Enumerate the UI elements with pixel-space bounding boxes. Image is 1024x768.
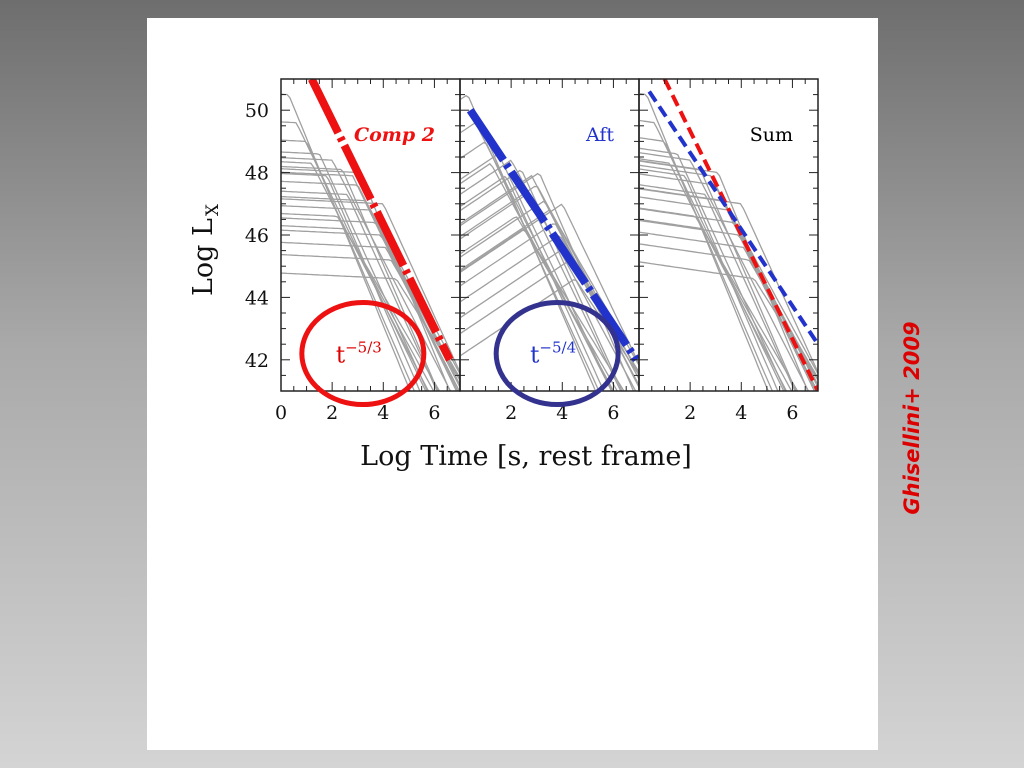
gray-curve — [639, 188, 818, 373]
x-tick-label: 6 — [428, 402, 440, 424]
gray-curve — [281, 161, 430, 391]
x-tick-label: 6 — [607, 402, 619, 424]
fit-line — [662, 79, 818, 391]
y-axis-label: Log L X — [188, 203, 223, 296]
gray-curve — [639, 218, 793, 391]
slope-exponent: −5/4 — [539, 339, 576, 357]
panel-1-curves — [281, 79, 460, 391]
slide-panel: 0 2 4 6 42 44 46 48 50 Comp 2 t−5/3 2 4 6 Aft t−5/4 2 4 6 S… — [147, 18, 878, 750]
slope-exponent: −5/3 — [345, 339, 382, 357]
x-axis-label: Log Time [s, rest frame] — [360, 441, 692, 472]
gray-curve — [460, 154, 613, 391]
gray-curve — [639, 147, 787, 391]
gray-curve — [460, 203, 639, 365]
x-tick-label: 2 — [326, 402, 338, 424]
gray-curve — [639, 92, 769, 391]
gray-curve — [639, 160, 809, 391]
gray-curve — [281, 93, 411, 391]
x-tick-label: 2 — [684, 402, 696, 424]
gray-curve — [460, 169, 623, 391]
fit-line — [466, 107, 639, 363]
y-axis-label-sub: X — [203, 203, 223, 216]
gray-curve — [639, 207, 799, 391]
x-tick-label: 6 — [786, 402, 798, 424]
fit-line — [308, 79, 454, 362]
y-tick-label: 46 — [245, 225, 269, 247]
y-tick-label: 48 — [245, 163, 269, 185]
y-tick-label: 50 — [245, 100, 269, 122]
y-axis-label-main: Log L — [188, 218, 219, 296]
y-tick-label: 44 — [245, 287, 269, 309]
gray-curve — [281, 139, 416, 391]
gray-curve — [281, 171, 458, 391]
panel-3-curves — [639, 79, 818, 391]
gray-curve — [281, 212, 441, 391]
gray-curve — [639, 158, 788, 391]
gray-curve — [460, 94, 597, 391]
panel-2: 2 4 6 Aft t−5/4 — [459, 78, 640, 424]
panel-label: Sum — [750, 124, 793, 146]
gray-curve — [281, 224, 435, 391]
gray-curve — [639, 261, 818, 381]
x-tick-label: 2 — [505, 402, 517, 424]
panel-label: Aft — [585, 124, 614, 146]
slope-base: t — [336, 343, 346, 369]
gray-curve — [639, 196, 817, 391]
y-tick-label: 42 — [245, 350, 269, 372]
x-tick-label: 4 — [735, 402, 747, 424]
gray-curve — [460, 141, 600, 391]
gray-curve — [639, 187, 818, 375]
x-tick-label: 4 — [556, 402, 568, 424]
gray-curve — [639, 219, 818, 381]
panel-label: Comp 2 — [354, 124, 435, 146]
credit-text: Ghisellini+ 2009 — [900, 321, 924, 515]
gray-curve — [281, 151, 429, 391]
fit-line — [647, 90, 818, 346]
slope-annotation: t−5/4 — [530, 339, 576, 369]
highlight-circle — [299, 300, 427, 408]
gray-curve — [639, 137, 774, 391]
slope-annotation: t−5/3 — [336, 339, 382, 369]
x-tick-label: 0 — [275, 402, 287, 424]
x-tick-label: 4 — [377, 402, 389, 424]
gray-curve — [639, 151, 810, 391]
slope-base: t — [530, 343, 540, 369]
panel-2-curves — [460, 94, 639, 391]
gray-curve — [639, 164, 816, 391]
gray-curve — [639, 168, 779, 391]
gray-curve — [460, 172, 635, 391]
highlight-circle — [493, 300, 621, 408]
panel-3: 2 4 6 Sum — [638, 78, 819, 424]
gray-curve — [281, 198, 460, 373]
